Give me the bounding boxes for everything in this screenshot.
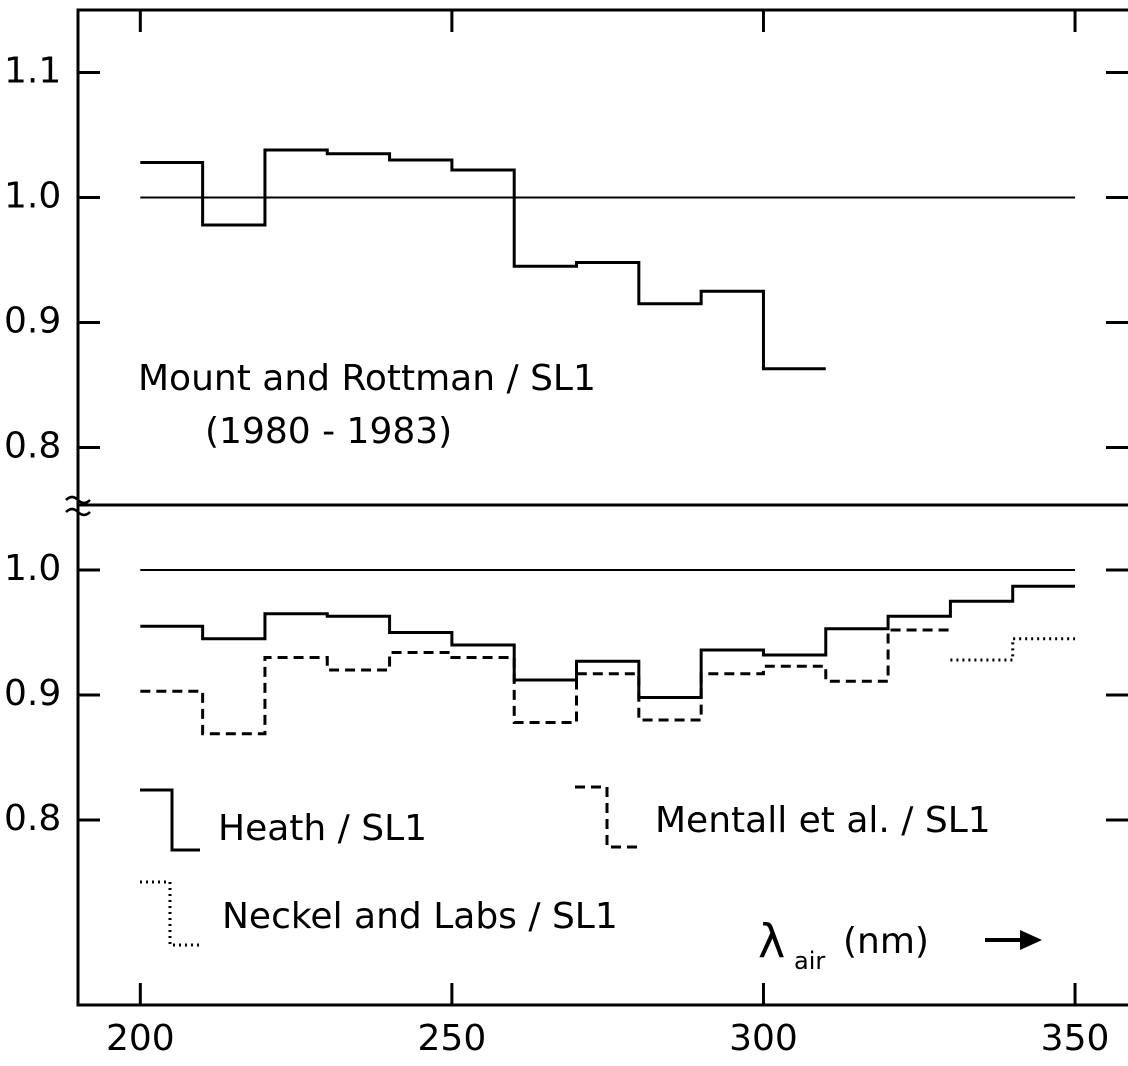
y-tick-label: 0.9 xyxy=(4,673,61,714)
legend-label: Mentall et al. / SL1 xyxy=(655,800,991,841)
legend-swatch xyxy=(575,785,637,849)
x-axis-label: air xyxy=(794,947,825,975)
legend-swatch xyxy=(140,788,200,852)
y-tick-label: 1.1 xyxy=(4,51,61,92)
x-axis-arrow xyxy=(1020,930,1042,950)
x-tick-label: 300 xyxy=(729,1018,798,1059)
frame xyxy=(76,8,1128,1007)
step-line xyxy=(140,584,1076,699)
legend-label: Heath / SL1 xyxy=(218,808,427,849)
annotation: (1980 - 1983) xyxy=(205,411,452,452)
x-tick-label: 350 xyxy=(1041,1018,1110,1059)
x-axis-label: (nm) xyxy=(843,921,929,962)
y-tick-label: 1.0 xyxy=(4,176,61,217)
y-tick-label: 0.9 xyxy=(4,301,61,342)
legend-label: Neckel and Labs / SL1 xyxy=(222,896,618,937)
x-axis-label: λ xyxy=(758,915,785,969)
x-tick-label: 200 xyxy=(106,1018,175,1059)
step-line xyxy=(140,148,826,371)
legend-swatch xyxy=(140,880,200,947)
step-line xyxy=(950,637,1076,662)
annotation: Mount and Rottman / SL1 xyxy=(138,358,596,399)
axis-break-mark xyxy=(65,495,91,517)
y-tick-label: 1.0 xyxy=(4,548,61,589)
x-tick-label: 250 xyxy=(418,1018,487,1059)
step-line xyxy=(140,628,951,736)
y-tick-label: 0.8 xyxy=(4,798,61,839)
y-tick-label: 0.8 xyxy=(4,426,61,467)
